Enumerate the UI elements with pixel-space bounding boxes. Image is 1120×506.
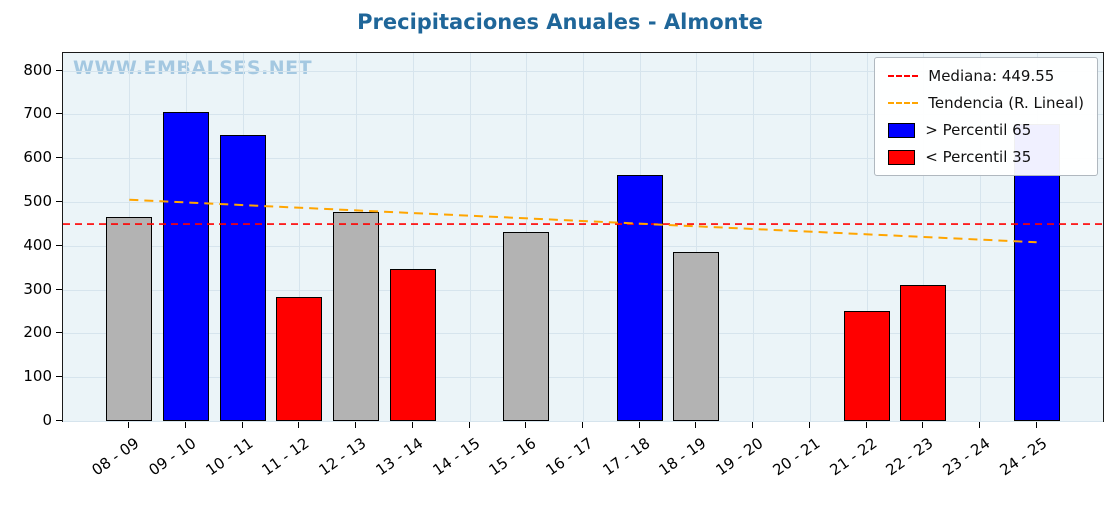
gridline-vertical — [696, 53, 698, 421]
legend-label: < Percentil 35 — [925, 148, 1032, 166]
x-tick-mark — [355, 422, 357, 428]
x-tick-mark — [128, 422, 130, 428]
gridline-vertical — [299, 53, 301, 421]
y-tick-mark — [56, 200, 62, 202]
y-tick-label: 800 — [23, 60, 52, 79]
trend-line — [129, 198, 1037, 244]
y-tick-label: 300 — [23, 279, 52, 298]
bar-09-10 — [163, 112, 210, 421]
bar-15-16 — [503, 231, 550, 421]
legend-label: Mediana: 449.55 — [928, 67, 1055, 85]
y-tick-mark — [56, 288, 62, 290]
gridline-vertical — [469, 53, 471, 421]
x-tick-mark — [922, 422, 924, 428]
legend-label: Tendencia (R. Lineal) — [928, 94, 1084, 112]
y-tick-mark — [56, 332, 62, 334]
y-tick-label: 0 — [42, 411, 52, 429]
x-tick-mark — [241, 422, 243, 428]
x-tick-mark — [752, 422, 754, 428]
gridline-vertical — [583, 53, 584, 421]
x-tick-mark — [411, 422, 413, 428]
bar-21-22 — [843, 311, 890, 421]
y-tick-label: 600 — [23, 148, 52, 167]
legend: Mediana: 449.55 Tendencia (R. Lineal) > Pe… — [874, 57, 1098, 176]
y-tick-label: 400 — [23, 235, 52, 254]
x-tick-mark — [185, 422, 187, 428]
legend-item-2: > Percentil 65 — [888, 121, 1084, 139]
y-tick-mark — [56, 376, 62, 378]
y-tick-mark — [56, 113, 62, 115]
gridline-vertical — [979, 53, 981, 421]
gridline-vertical — [809, 53, 811, 421]
y-tick-label: 200 — [23, 323, 52, 342]
watermark: WWW.EMBALSES.NET — [73, 57, 313, 79]
legend-line-swatch — [888, 75, 919, 77]
y-tick-mark — [56, 244, 62, 246]
bar-18-19 — [673, 252, 720, 421]
x-tick-mark — [638, 422, 640, 428]
x-tick-mark — [525, 422, 527, 428]
y-tick-mark — [56, 420, 62, 421]
gridline-horizontal — [63, 421, 1103, 422]
y-tick-label: 500 — [23, 191, 52, 210]
y-tick-label: 700 — [23, 104, 52, 123]
x-tick-mark — [978, 422, 980, 428]
y-tick-mark — [56, 69, 62, 71]
y-tick-label: 100 — [23, 367, 52, 386]
bar-10-11 — [219, 135, 266, 421]
chart-title: Precipitaciones Anuales - Almonte — [357, 10, 763, 34]
x-tick-mark — [468, 422, 470, 428]
legend-item-0: Mediana: 449.55 — [888, 67, 1084, 85]
bar-11-12 — [276, 297, 323, 421]
legend-patch-swatch — [888, 122, 916, 138]
x-tick-mark — [808, 422, 810, 428]
x-tick-mark — [1035, 422, 1037, 428]
reference-lines — [63, 198, 1103, 244]
x-tick-mark — [695, 422, 697, 428]
bar-12-13 — [333, 211, 380, 421]
y-tick-mark — [56, 157, 62, 159]
legend-item-1: Tendencia (R. Lineal) — [888, 94, 1084, 112]
bar-08-09 — [106, 217, 153, 421]
legend-patch-swatch — [888, 149, 916, 165]
x-tick-mark — [582, 422, 583, 428]
x-tick-mark — [298, 422, 300, 428]
bar-13-14 — [389, 268, 436, 421]
legend-item-3: < Percentil 35 — [888, 148, 1084, 166]
bar-17-18 — [616, 174, 663, 421]
x-tick-mark — [865, 422, 867, 428]
gridline-vertical — [753, 53, 755, 421]
gridline-vertical — [412, 53, 414, 421]
gridline-vertical — [866, 53, 868, 421]
legend-line-swatch — [888, 102, 919, 104]
bar-22-23 — [900, 284, 947, 421]
legend-label: > Percentil 65 — [925, 121, 1032, 139]
